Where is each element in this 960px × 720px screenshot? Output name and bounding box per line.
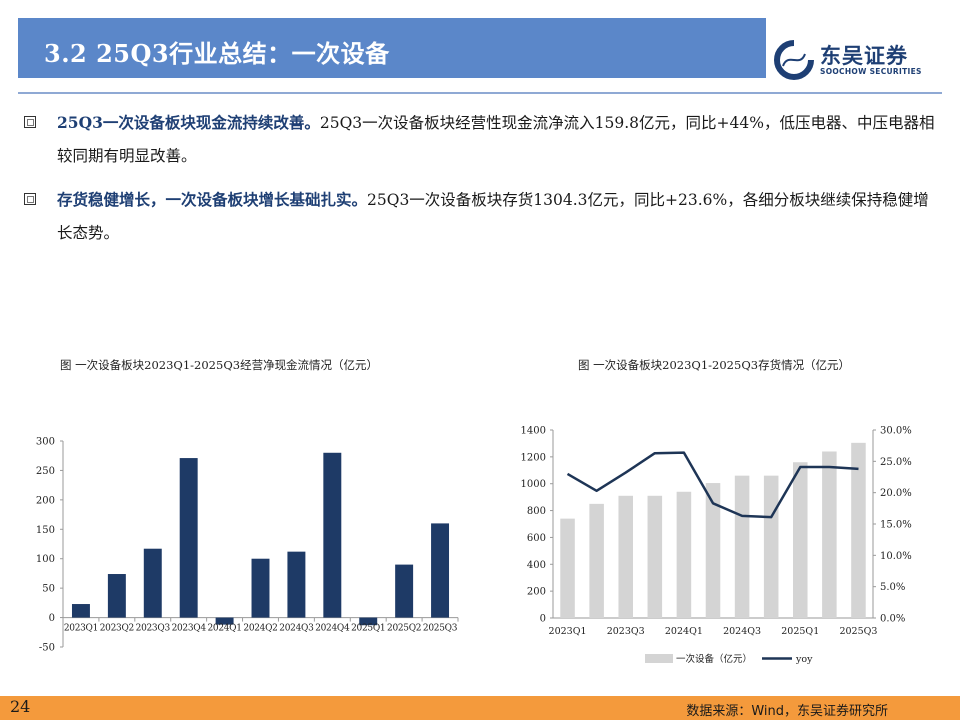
y-tick-label: 300	[36, 437, 55, 448]
y-tick-label: 50	[42, 584, 55, 595]
inventory-chart-title: 图 一次设备板块2023Q1-2025Q3存货情况（亿元）	[578, 358, 851, 372]
page-number: 24	[10, 697, 31, 716]
right-y-tick-label: 5.0%	[880, 582, 905, 593]
x-tick-label: 2024Q2	[243, 624, 277, 634]
inventory-bar	[763, 475, 779, 618]
bullet-inventory: 存货稳健增长，一次设备板块增长基础扎实。25Q3一次设备板块存货1304.3亿元…	[24, 183, 942, 250]
bullet-body: 25Q3一次设备板块经营性现金流净流入159.8亿元，同比+44%，低压电器、中…	[57, 114, 935, 165]
inventory-bar	[589, 503, 604, 618]
y-tick-label: 150	[36, 525, 55, 536]
logo-subtitle: SOOCHOW SECURITIES	[820, 67, 922, 76]
bar	[395, 564, 414, 618]
logo-mark-icon	[774, 40, 814, 80]
bar	[107, 574, 126, 618]
x-tick-label: 2024Q4	[315, 624, 350, 634]
right-y-tick-label: 0.0%	[880, 614, 905, 625]
inventory-bar	[676, 491, 692, 618]
left-y-tick-label: 200	[527, 587, 546, 598]
x-tick-label: 2024Q3	[723, 626, 761, 637]
x-tick-label: 2024Q3	[279, 624, 314, 634]
y-tick-label: 0	[49, 613, 55, 624]
x-tick-label: 2025Q2	[387, 624, 421, 634]
right-y-tick-label: 15.0%	[880, 520, 912, 531]
bullet-square-icon	[24, 193, 36, 205]
x-tick-label: 2023Q3	[136, 624, 171, 634]
bullet-lead: 25Q3一次设备板块现金流持续改善。	[57, 113, 320, 132]
y-tick-label: 250	[36, 466, 55, 477]
legend-swatch-inventory	[645, 654, 673, 663]
x-tick-label: 2025Q3	[839, 626, 877, 637]
left-y-tick-label: 0	[540, 614, 546, 625]
x-tick-label: 2023Q1	[64, 624, 98, 634]
bullet-square-icon	[24, 116, 36, 128]
right-y-tick-label: 30.0%	[880, 426, 912, 437]
bar	[215, 617, 234, 625]
bullet-cashflow: 25Q3一次设备板块现金流持续改善。25Q3一次设备板块经营性现金流净流入159…	[24, 106, 942, 173]
bullet-text: 25Q3一次设备板块现金流持续改善。25Q3一次设备板块经营性现金流净流入159…	[57, 106, 942, 173]
bar	[71, 604, 90, 618]
bullet-body: 25Q3一次设备板块存货1304.3亿元，同比+23.6%，各细分板块继续保持稳…	[57, 191, 929, 242]
x-tick-label: 2023Q4	[172, 624, 207, 634]
inventory-bar	[822, 451, 837, 618]
page-title: 3.2 25Q3行业总结：一次设备	[44, 39, 390, 68]
bar	[251, 558, 270, 618]
right-y-tick-label: 20.0%	[880, 488, 912, 499]
left-y-tick-label: 400	[527, 560, 546, 571]
inventory-bar	[560, 518, 575, 618]
logo-name: 东吴证券	[820, 44, 908, 68]
x-tick-label: 2023Q3	[607, 626, 645, 637]
yoy-line	[566, 451, 859, 519]
legend-label-inventory: 一次设备（亿元）	[676, 653, 752, 665]
inventory-bar	[705, 483, 721, 618]
bar	[179, 458, 198, 618]
footer-bar: 24 数据来源：Wind，东吴证券研究所	[0, 696, 960, 720]
legend-label-yoy: yoy	[795, 654, 813, 665]
x-tick-label: 2025Q1	[781, 626, 819, 637]
left-y-tick-label: 1400	[521, 426, 546, 437]
x-tick-label: 2023Q2	[100, 624, 134, 634]
x-tick-label: 2025Q3	[423, 624, 458, 634]
inventory-bar	[851, 442, 866, 618]
y-tick-label: 100	[36, 554, 55, 565]
y-tick-label: -50	[39, 643, 55, 654]
inventory-bar	[647, 495, 663, 618]
bar	[431, 523, 450, 618]
left-y-tick-label: 1000	[521, 479, 546, 490]
header-divider	[18, 92, 942, 94]
left-y-tick-label: 600	[527, 533, 546, 544]
cashflow-chart-title: 图 一次设备板块2023Q1-2025Q3经营净现金流情况（亿元）	[60, 358, 379, 372]
x-tick-label: 2025Q1	[351, 624, 385, 634]
right-y-tick-label: 25.0%	[880, 457, 912, 468]
company-logo: 东吴证券 SOOCHOW SECURITIES	[772, 40, 942, 84]
inventory-bar	[618, 495, 633, 618]
x-tick-label: 2024Q1	[207, 624, 241, 634]
left-y-tick-label: 1200	[521, 452, 546, 463]
x-tick-label: 2023Q1	[549, 626, 587, 637]
bar	[143, 548, 162, 618]
inventory-combo-chart: 0 200 400 600 800 1000 1200 1400 0.0% 5.0% 10.0% 15…	[521, 426, 912, 666]
left-y-tick-label: 800	[527, 506, 546, 517]
y-tick-label: 200	[36, 495, 55, 506]
bar	[323, 452, 342, 618]
inventory-bar	[793, 462, 808, 618]
bullet-text: 存货稳健增长，一次设备板块增长基础扎实。25Q3一次设备板块存货1304.3亿元…	[57, 183, 942, 250]
inventory-bar	[734, 475, 750, 618]
header-bar: 3.2 25Q3行业总结：一次设备	[18, 18, 766, 78]
bar	[287, 551, 306, 618]
bar	[359, 617, 378, 626]
right-y-tick-label: 10.0%	[880, 551, 912, 562]
x-tick-label: 2024Q1	[665, 626, 703, 637]
bullet-lead: 存货稳健增长，一次设备板块增长基础扎实。	[57, 190, 368, 209]
data-source: 数据来源：Wind，东吴证券研究所	[686, 704, 888, 719]
